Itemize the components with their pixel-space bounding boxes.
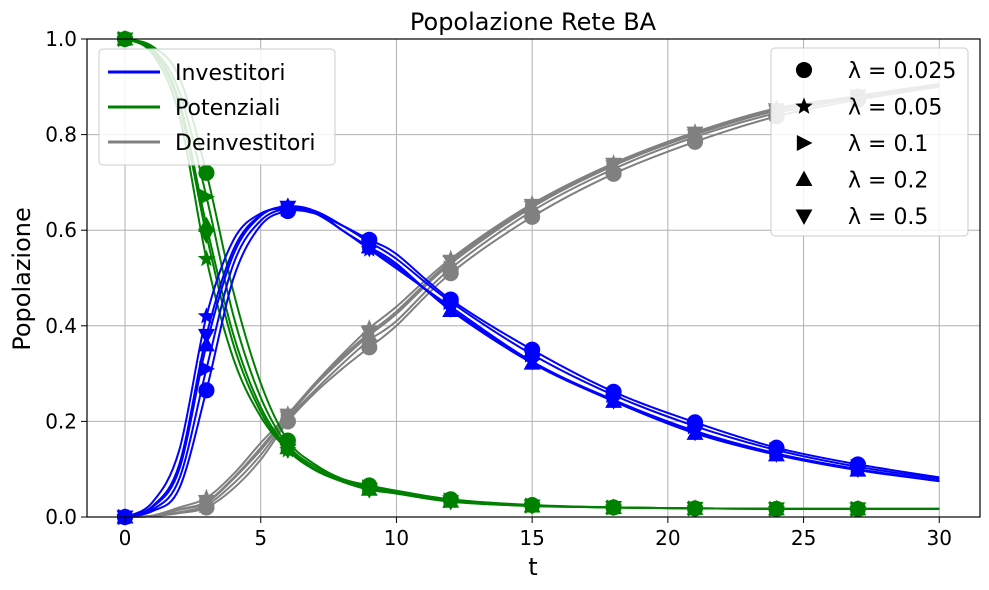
x-tick-label: 20 xyxy=(655,526,680,550)
data-point-investitori xyxy=(197,307,216,324)
data-point-deinvestitori xyxy=(279,408,297,425)
x-axis-label: t xyxy=(528,553,537,581)
data-point-investitori xyxy=(523,355,541,371)
y-tick-label: 0.6 xyxy=(45,218,77,242)
data-point-potenziali xyxy=(116,32,134,48)
y-tick-label: 0.8 xyxy=(45,123,77,147)
data-point-investitori xyxy=(767,447,785,463)
data-point-potenziali xyxy=(360,483,378,499)
data-point-potenziali xyxy=(442,495,460,511)
x-tick-label: 5 xyxy=(254,526,267,550)
data-point-potenziali xyxy=(849,502,867,518)
data-point-potenziali xyxy=(686,501,704,518)
data-point-deinvestitori xyxy=(523,198,541,215)
data-point-investitori xyxy=(197,328,215,345)
y-tick-label: 0.0 xyxy=(45,505,77,529)
legend-marker-label: λ = 0.2 xyxy=(848,169,928,194)
data-point-potenziali xyxy=(767,502,785,518)
legend-marker-label: λ = 0.025 xyxy=(848,59,956,84)
data-point-investitori xyxy=(442,302,460,318)
x-tick-label: 0 xyxy=(119,526,132,550)
data-point-potenziali xyxy=(279,443,297,459)
y-axis-ticks: 0.0 0.2 0.4 0.6 0.8 1.0 xyxy=(45,27,87,529)
x-tick-label: 30 xyxy=(927,526,952,550)
data-point-deinvestitori xyxy=(442,254,460,271)
x-tick-label: 25 xyxy=(791,526,816,550)
y-axis-label: Popolazione xyxy=(8,207,36,351)
legend-marker-triangle-down xyxy=(795,209,813,225)
legend-label-investitori: Investitori xyxy=(175,61,285,86)
data-point-investitori xyxy=(199,360,215,377)
data-point-investitori xyxy=(279,200,297,217)
data-point-investitori xyxy=(849,462,867,479)
y-tick-label: 1.0 xyxy=(45,27,77,51)
legend-markers: λ = 0.025 λ = 0.05 λ = 0.1 λ = 0.2 λ = 0.5 xyxy=(770,47,969,237)
x-axis-ticks: 0 5 10 15 20 25 30 xyxy=(119,517,952,550)
legend-marker-circle xyxy=(795,61,813,79)
legend-marker-label: λ = 0.05 xyxy=(848,96,942,121)
x-tick-label: 10 xyxy=(384,526,409,550)
legend-groups-box xyxy=(98,48,336,166)
y-tick-label: 0.4 xyxy=(45,314,77,338)
legend-label-potenziali: Potenziali xyxy=(175,96,280,121)
series-markers xyxy=(116,29,867,526)
data-point-deinvestitori xyxy=(686,126,704,143)
legend-marker-triangle-right xyxy=(796,134,813,152)
legend-label-deinvestitori: Deinvestitori xyxy=(175,131,316,156)
data-point-potenziali xyxy=(197,228,215,244)
data-point-potenziali xyxy=(197,216,215,232)
legend-marker-triangle-up xyxy=(795,170,813,186)
data-point-investitori xyxy=(686,425,704,442)
data-point-investitori xyxy=(605,394,623,410)
y-tick-label: 0.2 xyxy=(45,409,77,433)
data-point-potenziali xyxy=(198,164,215,181)
data-point-potenziali xyxy=(199,188,215,205)
data-point-deinvestitori xyxy=(360,326,378,342)
legend-groups: Investitori Potenziali Deinvestitori xyxy=(98,48,336,166)
data-point-potenziali xyxy=(605,500,623,517)
data-point-investitori xyxy=(198,382,215,399)
data-point-deinvestitori xyxy=(197,495,215,511)
data-point-deinvestitori xyxy=(605,157,623,174)
legend-marker-label: λ = 0.5 xyxy=(848,205,928,230)
legend-marker-label: λ = 0.1 xyxy=(848,132,928,157)
chart-title: Popolazione Rete BA xyxy=(410,8,657,36)
data-point-potenziali xyxy=(197,249,216,267)
plot-frame xyxy=(86,38,981,518)
x-tick-label: 15 xyxy=(519,526,544,550)
legend-markers-box xyxy=(770,47,969,237)
legend-marker-star xyxy=(795,97,813,114)
data-point-investitori xyxy=(360,241,378,258)
data-point-potenziali xyxy=(523,499,541,515)
